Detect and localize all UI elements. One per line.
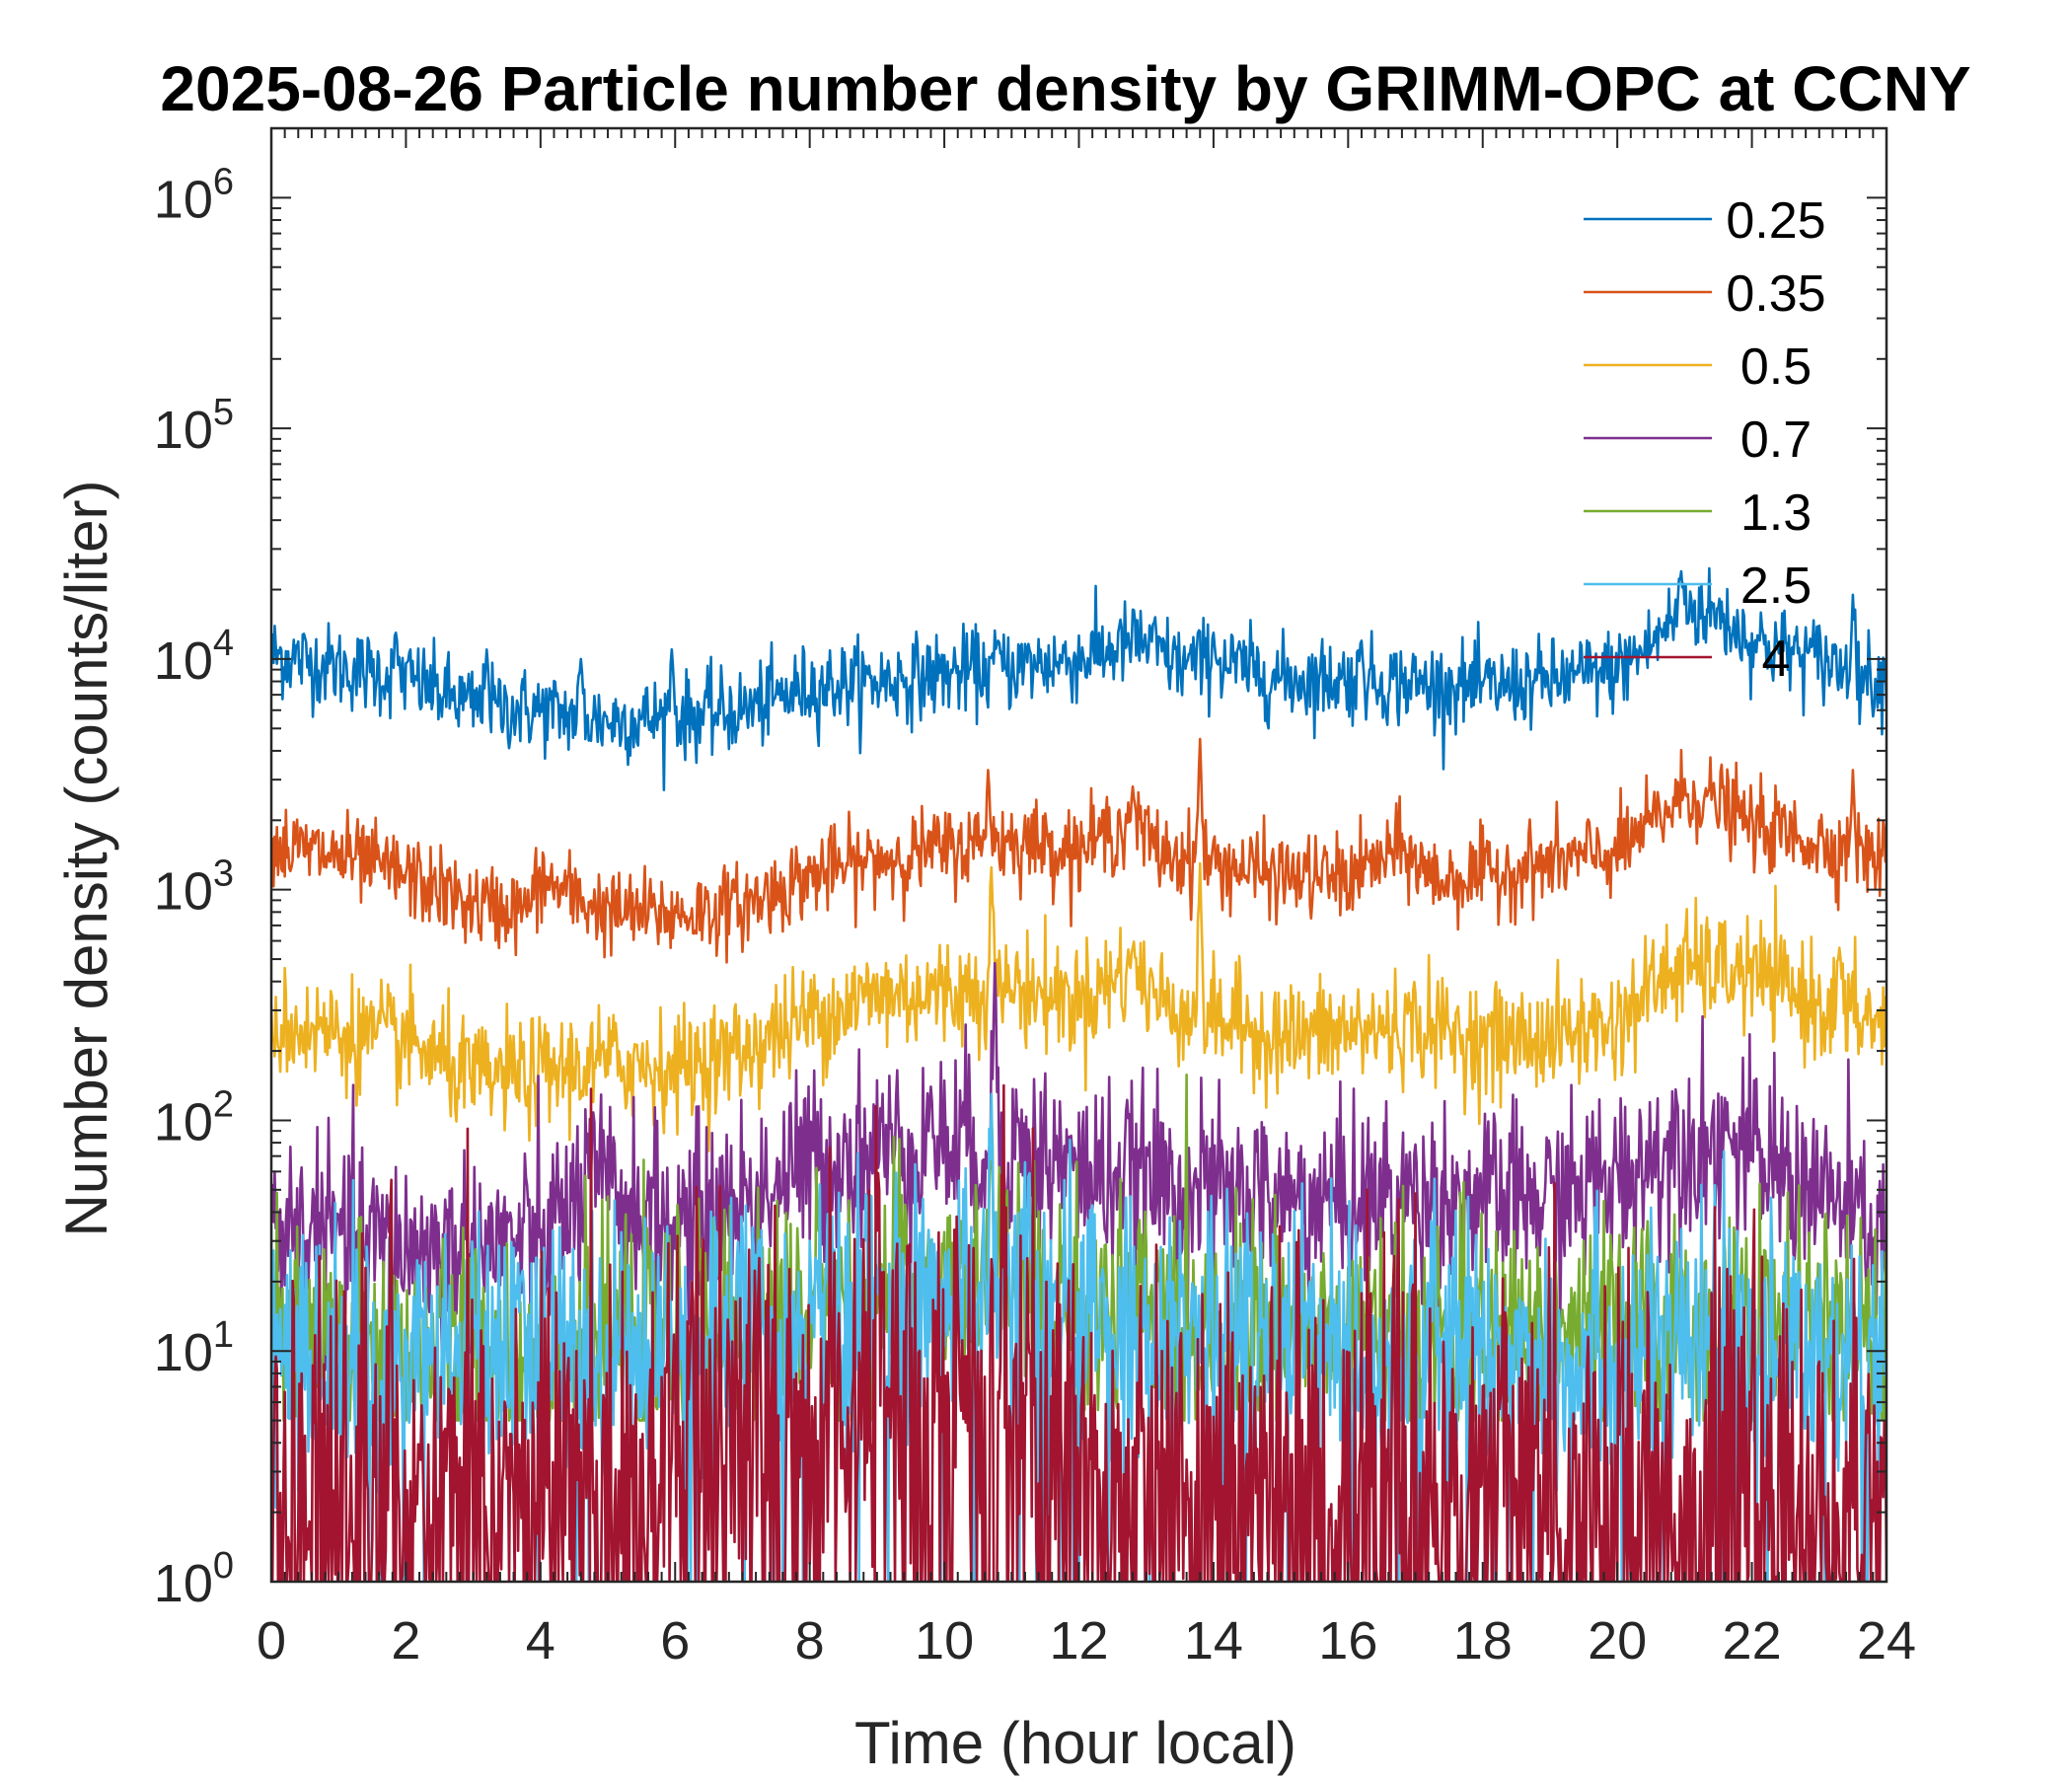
x-tick-label: 24	[1857, 1611, 1916, 1670]
x-tick-label: 0	[257, 1611, 286, 1670]
legend-label: 0.35	[1726, 265, 1825, 323]
x-axis-label: Time (hour local)	[854, 1710, 1296, 1776]
y-tick-label: 101	[154, 1314, 234, 1382]
series-line-0-7	[271, 961, 1887, 1372]
series-line-0-25	[271, 566, 1887, 791]
y-tick-label: 102	[154, 1083, 234, 1151]
x-tick-label: 22	[1723, 1611, 1782, 1670]
legend-label: 0.5	[1740, 338, 1812, 396]
y-tick-label: 100	[154, 1545, 234, 1613]
y-tick-label: 106	[154, 161, 234, 229]
legend-label: 0.7	[1740, 411, 1812, 469]
x-tick-label: 6	[660, 1611, 690, 1670]
x-tick-label: 20	[1588, 1611, 1647, 1670]
x-tick-label: 18	[1453, 1611, 1513, 1670]
series-line-0-35	[271, 737, 1887, 964]
legend-label: 2.5	[1740, 557, 1812, 615]
series-line-4	[271, 1083, 1887, 1582]
legend-label: 1.3	[1740, 484, 1812, 542]
y-tick-label: 104	[154, 623, 234, 691]
axes: 0 2 4 6 8 10 12 14 16 18 20 22 241001011021031041051…	[154, 126, 1916, 1670]
x-tick-label: 12	[1049, 1611, 1108, 1670]
chart-title: 2025-08-26 Particle number density by GR…	[160, 53, 1970, 124]
y-tick-label: 103	[154, 853, 234, 922]
x-tick-label: 10	[915, 1611, 974, 1670]
x-tick-label: 4	[526, 1611, 555, 1670]
y-axis-label: Number density (counts/liter)	[53, 481, 119, 1237]
legend-label: 0.25	[1726, 192, 1825, 250]
legend-label: 4	[1762, 631, 1791, 688]
x-tick-label: 2	[391, 1611, 420, 1670]
y-tick-label: 105	[154, 392, 234, 460]
series-line-0-5	[271, 861, 1887, 1152]
plot-area	[271, 566, 1887, 1582]
legend: 0.25 0.35 0.5 0.7 1.3 2.5 4	[1584, 192, 1826, 688]
x-tick-label: 16	[1318, 1611, 1377, 1670]
x-tick-label: 8	[795, 1611, 825, 1670]
x-tick-label: 14	[1184, 1611, 1243, 1670]
